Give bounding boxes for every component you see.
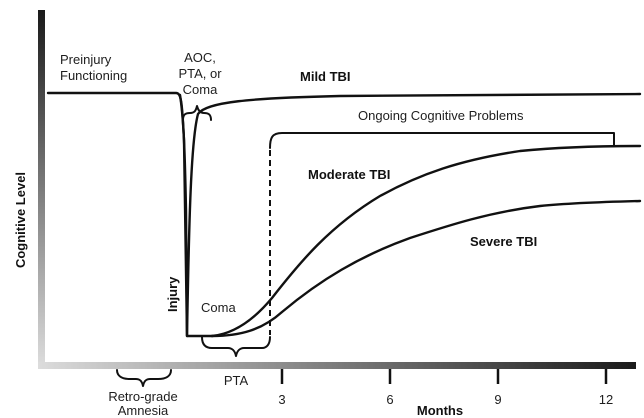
severe-tbi-label: Severe TBI: [470, 234, 537, 249]
severe-tbi-curve: [210, 199, 642, 338]
y-axis-label: Cognitive Level: [13, 172, 28, 268]
aoc-brace: [182, 105, 212, 121]
x-tick-label-3: 3: [278, 392, 285, 407]
retrograde-brace: [116, 369, 172, 387]
injury-drop-line: [178, 93, 214, 338]
ongoing-problems-label: Ongoing Cognitive Problems: [358, 108, 524, 123]
coma-label: Coma: [201, 300, 236, 315]
aoc-label-line1: AOC,: [184, 50, 216, 65]
moderate-tbi-label: Moderate TBI: [308, 167, 390, 182]
x-tick-label-9: 9: [494, 392, 501, 407]
pta-label: PTA: [224, 373, 249, 388]
pta-brace: [201, 336, 271, 357]
x-axis-label: Months: [417, 403, 463, 418]
x-tick-label-6: 6: [386, 392, 393, 407]
retrograde-label-line1: Retro-grade: [108, 389, 177, 404]
preinjury-label-line2: Functioning: [60, 68, 127, 83]
ongoing-problems-bracket: [269, 132, 615, 149]
y-axis: [38, 10, 45, 366]
mild-tbi-label: Mild TBI: [300, 69, 351, 84]
preinjury-label-line1: Preinjury: [60, 52, 112, 67]
retrograde-label-line2: Amnesia: [118, 403, 169, 418]
x-tick-label-12: 12: [599, 392, 613, 407]
mild-tbi-curve: [46, 91, 642, 338]
x-axis: [38, 362, 636, 369]
moderate-tbi-curve: [210, 144, 642, 338]
aoc-label-line3: Coma: [183, 82, 218, 97]
injury-label: Injury: [165, 276, 180, 312]
aoc-label-line2: PTA, or: [178, 66, 222, 81]
